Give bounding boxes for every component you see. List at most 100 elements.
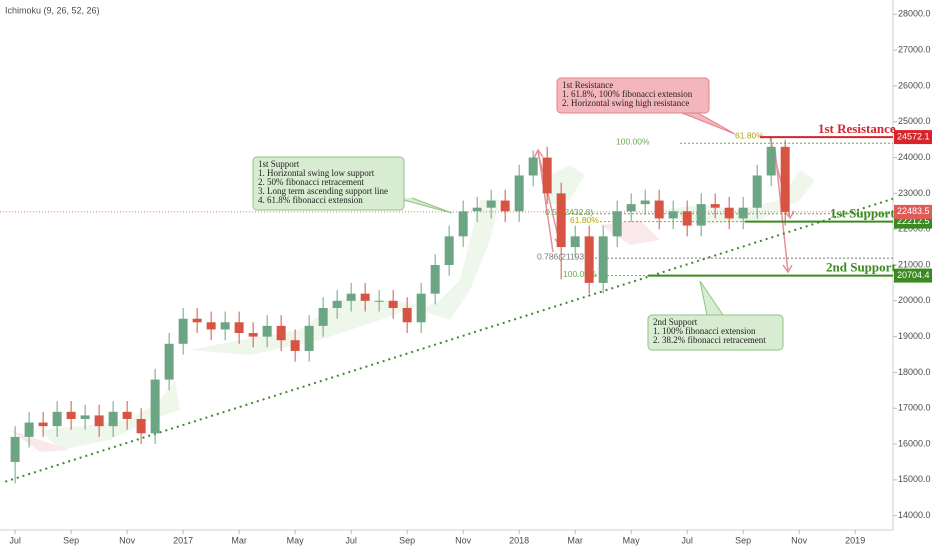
candle-body xyxy=(318,307,328,326)
fib-label: 0.786(21193.7) xyxy=(537,251,594,261)
candle-body xyxy=(556,193,566,248)
price-tag-bg xyxy=(894,268,932,283)
candle-body xyxy=(584,236,594,283)
annotation-text: 1st Support xyxy=(258,159,300,169)
x-tick-label: May xyxy=(287,535,305,545)
candle-body xyxy=(122,411,132,419)
x-tick-label: Jul xyxy=(9,535,21,545)
annotation-text: 2. 38.2% fibonacci retracement xyxy=(653,335,766,345)
y-tick-label: 25000.0 xyxy=(898,116,931,126)
candle-body xyxy=(542,157,552,194)
price-tag-label: 22483.5 xyxy=(897,206,930,216)
price-tag-label: 22212.5 xyxy=(897,216,930,226)
y-tick-label: 21000.0 xyxy=(898,259,931,269)
x-tick-label: Nov xyxy=(791,535,808,545)
candle-body xyxy=(262,325,272,337)
price-tag: 24572.1 xyxy=(894,130,932,145)
candle-body xyxy=(486,200,496,208)
y-tick-label: 20000.0 xyxy=(898,295,931,305)
candle-body xyxy=(626,204,636,212)
price-tag-label: 20704.4 xyxy=(897,270,930,280)
candle-body xyxy=(332,300,342,308)
annotation-box xyxy=(252,156,405,211)
candle-body xyxy=(24,422,34,437)
candle-body xyxy=(290,340,300,351)
annotation-text: 1. 61.8%, 100% fibonacci extension xyxy=(562,89,693,99)
candle-body xyxy=(374,300,384,302)
x-tick-label: 2018 xyxy=(509,535,529,545)
x-tick-label: Jul xyxy=(681,535,693,545)
candle-body xyxy=(192,318,202,323)
candle-body xyxy=(682,211,692,226)
candle-body xyxy=(164,343,174,380)
candle-body xyxy=(766,146,776,176)
candle-body xyxy=(150,379,160,434)
x-tick-label: Mar xyxy=(567,535,583,545)
candle-body xyxy=(668,211,678,219)
y-tick-label: 14000.0 xyxy=(898,510,931,520)
y-tick-label: 15000.0 xyxy=(898,474,931,484)
level-label: 2nd Support xyxy=(826,260,896,275)
price-tag: 20704.4 xyxy=(894,268,932,283)
annotation-pointer xyxy=(395,197,453,214)
candle-body xyxy=(248,333,258,337)
y-tick-label: 28000.0 xyxy=(898,9,931,19)
candle-body xyxy=(66,411,76,419)
x-tick-label: Nov xyxy=(119,535,136,545)
level-label: 1st Resistance xyxy=(818,121,896,136)
candle-body xyxy=(458,211,468,237)
annotation-pointer xyxy=(699,280,724,316)
annotation-text: 1. Horizontal swing low support xyxy=(258,168,375,178)
y-tick-label: 19000.0 xyxy=(898,331,931,341)
candle-body xyxy=(52,411,62,427)
fib-label: 100.00% xyxy=(563,269,597,279)
y-tick-label: 18000.0 xyxy=(898,367,931,377)
candle-body xyxy=(444,236,454,265)
candle-body xyxy=(402,307,412,323)
price-tag-label: 24572.1 xyxy=(897,131,930,141)
candle-body xyxy=(696,204,706,226)
x-tick-label: Sep xyxy=(63,535,79,545)
price-tag-bg xyxy=(894,130,932,145)
x-tick-label: Mar xyxy=(231,535,247,545)
candle-body xyxy=(206,322,216,330)
y-tick-label: 24000.0 xyxy=(898,152,931,162)
candle-body xyxy=(472,207,482,212)
annotation-text: 3. Long term ascending support line xyxy=(258,186,388,196)
price-tag-bg xyxy=(894,204,932,219)
candle-body xyxy=(304,325,314,351)
y-tick-label: 17000.0 xyxy=(898,403,931,413)
fib-label: 0.5(22432.8) xyxy=(545,207,593,217)
annotation-text: 2nd Support xyxy=(653,317,698,327)
annotation-box xyxy=(647,314,784,351)
annotation-pointer xyxy=(681,112,736,135)
annotation-text: 2. Horizontal swing high resistance xyxy=(562,98,689,108)
candle-body xyxy=(360,293,370,301)
x-tick-label: 2019 xyxy=(845,535,865,545)
x-tick-label: Sep xyxy=(399,535,415,545)
level-label: 1st Support xyxy=(830,206,895,221)
x-tick-label: May xyxy=(623,535,641,545)
candle-body xyxy=(38,422,48,427)
candle-body xyxy=(108,411,118,427)
candle-body xyxy=(234,322,244,334)
candle-body xyxy=(528,157,538,176)
candle-body xyxy=(654,200,664,219)
candle-body xyxy=(430,265,440,294)
candle-body xyxy=(780,146,790,212)
candle-body xyxy=(640,200,650,205)
candle-body xyxy=(10,436,20,462)
indicator-label: Ichimoku (9, 26, 52, 26) xyxy=(5,5,100,15)
annotation-box xyxy=(556,77,710,114)
fib-label: 61.80% xyxy=(735,130,764,140)
annotation-text: 2. 50% fibonacci retracement xyxy=(258,177,364,187)
annotation-text: 1. 100% fibonacci extension xyxy=(653,326,756,336)
fib-label: 61.80% xyxy=(570,215,599,225)
y-tick-label: 26000.0 xyxy=(898,80,931,90)
fib-label: 100.00% xyxy=(616,136,650,146)
x-tick-label: 2017 xyxy=(173,535,193,545)
